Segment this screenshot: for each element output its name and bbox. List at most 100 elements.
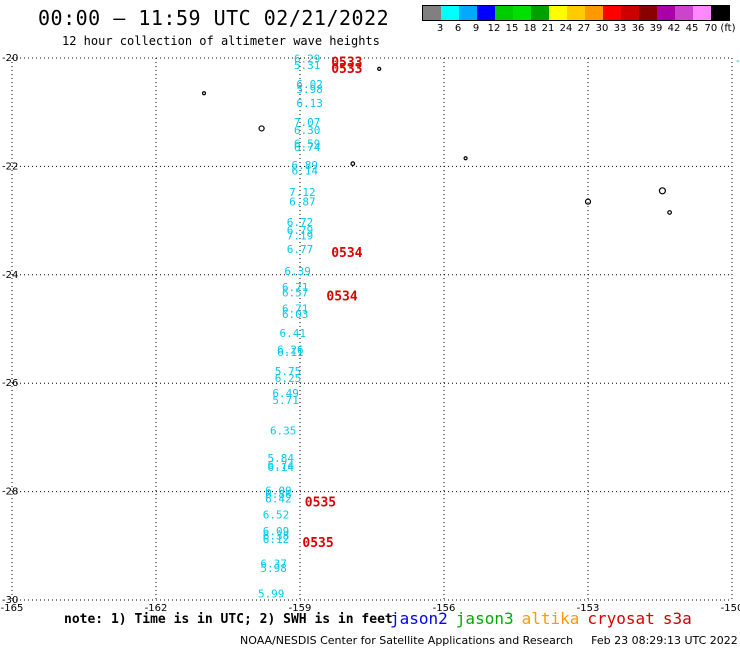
y-tick-label: -28 (2, 487, 18, 498)
swh-value: 6.14 (268, 461, 295, 474)
island (201, 91, 207, 96)
legend-label: 18 (523, 23, 537, 34)
legend-label: 36 (631, 23, 645, 34)
swh-value: 6.14 (292, 165, 319, 178)
footer-org: NOAA/NESDIS Center for Satellite Applica… (240, 634, 574, 647)
island-outlines (201, 66, 672, 215)
legend-swatch (711, 6, 729, 20)
swh-value: 6.77 (287, 243, 314, 256)
legend-label: 15 (505, 23, 519, 34)
swh-value: 5.31 (294, 59, 321, 72)
legend-label: 6 (454, 23, 462, 34)
swh-value: 5.84 (268, 452, 295, 465)
legend-swatch (603, 6, 621, 20)
legend-swatch (621, 6, 639, 20)
swh-value: 6.86 (265, 488, 292, 501)
legend-label: 9 (472, 23, 480, 34)
swh-value: 6.13 (296, 97, 323, 110)
legend-swatch (423, 6, 441, 20)
swh-value: 6.74 (294, 141, 321, 154)
swh-value: 6.79 (287, 224, 314, 237)
swh-value: 6.26 (277, 343, 304, 356)
x-tick-label: -156 (433, 603, 456, 614)
swh-value: 6.89 (292, 159, 319, 172)
swh-value: 6.03 (282, 308, 309, 321)
pass-time: 0535 (305, 495, 336, 510)
mission-s3a: s3a (662, 609, 692, 628)
map-grid (11, 57, 733, 601)
island (667, 210, 672, 215)
legend-label: 3 (436, 23, 444, 34)
swh-value: 6.57 (282, 286, 309, 299)
legend-swatch (639, 6, 657, 20)
mission-jason2: jason2 (390, 609, 448, 628)
legend-label: 70 (ft) (704, 23, 736, 34)
pass-time: 0535 (302, 536, 333, 551)
footer: NOAA/NESDIS Center for Satellite Applica… (240, 634, 738, 647)
page-title: 00:00 – 11:59 UTC 02/21/2022 (38, 6, 390, 30)
legend-swatch (693, 6, 711, 20)
swh-value: 6.30 (294, 124, 321, 137)
legend-swatch (513, 6, 531, 20)
legend-swatch (459, 6, 477, 20)
swh-value: 6.71 (282, 303, 309, 316)
swh-value: 6.25 (275, 372, 302, 385)
swh-value: 6.59 (294, 137, 321, 150)
legend-swatch (495, 6, 513, 20)
x-tick-label: -159 (289, 603, 312, 614)
legend-labels: 3 6 9 12 15 18 21 24 27 30 33 36 39 42 45 70 (ft) (422, 21, 736, 34)
island (350, 161, 356, 167)
swh-value: 5.71 (272, 394, 299, 407)
y-tick-label: -26 (2, 378, 18, 389)
legend-swatch (441, 6, 459, 20)
swh-value: 6.02 (296, 78, 323, 91)
y-tick-label: -30 (2, 595, 18, 606)
legend-swatch (585, 6, 603, 20)
swh-value: 6.49 (272, 387, 299, 400)
swh-value: 6.87 (289, 195, 316, 208)
swh-value: 6.37 (260, 557, 287, 570)
legend-label: 33 (613, 23, 627, 34)
legend-swatch (531, 6, 549, 20)
swh-value: 5.98 (260, 562, 287, 575)
legend-swatch (477, 6, 495, 20)
swh-value: 6.71 (282, 281, 309, 294)
x-tick-label: -153 (577, 603, 600, 614)
swh-value: 6.42 (265, 492, 292, 505)
legend-label: 30 (595, 23, 609, 34)
legend-label: 45 (685, 23, 699, 34)
swh-value: 5.75 (275, 365, 302, 378)
swh-value: 6.74 (268, 459, 295, 472)
legend-label: 12 (487, 23, 501, 34)
swh-value: 6.52 (263, 509, 290, 522)
swh-value: 5.99 (258, 587, 285, 600)
y-tick-label: -24 (2, 270, 18, 281)
island (377, 66, 382, 71)
pass-time: 0534 (331, 246, 362, 261)
pass-time: 0533 (331, 62, 362, 77)
axis-tick-labels: -165 -162 -159 -156 -153 -150 -20 -22 -24 -26 -28 -… (1, 53, 740, 614)
island (584, 198, 592, 205)
island (658, 187, 667, 195)
legend-swatch (549, 6, 567, 20)
swh-value: 6.11 (277, 346, 304, 359)
swh-value: 6.29 (294, 52, 321, 65)
footer-timestamp: Feb 23 08:29:13 UTC 2022 (591, 634, 738, 647)
island (463, 156, 468, 161)
x-tick-label: -165 (1, 603, 24, 614)
y-tick-label-right: -20 (736, 56, 740, 67)
color-legend: 3 6 9 12 15 18 21 24 27 30 33 36 39 42 45 70 (ft) (422, 5, 736, 34)
legend-label: 42 (667, 23, 681, 34)
x-tick-label: -150 (721, 603, 740, 614)
swh-value: 7.19 (287, 230, 314, 243)
swh-labels: 6.295.316.025.986.137.076.306.596.746.89… (258, 52, 323, 600)
swh-value: 7.12 (289, 186, 316, 199)
mission-jason3: jason3 (455, 609, 514, 628)
swh-value: 6.72 (287, 216, 314, 229)
legend-label: 24 (559, 23, 573, 34)
swh-value: 6.39 (284, 265, 311, 278)
mission-legend: jason2 jason3 altika cryosat s3a (390, 609, 700, 628)
swh-value: 6.09 (263, 525, 290, 538)
